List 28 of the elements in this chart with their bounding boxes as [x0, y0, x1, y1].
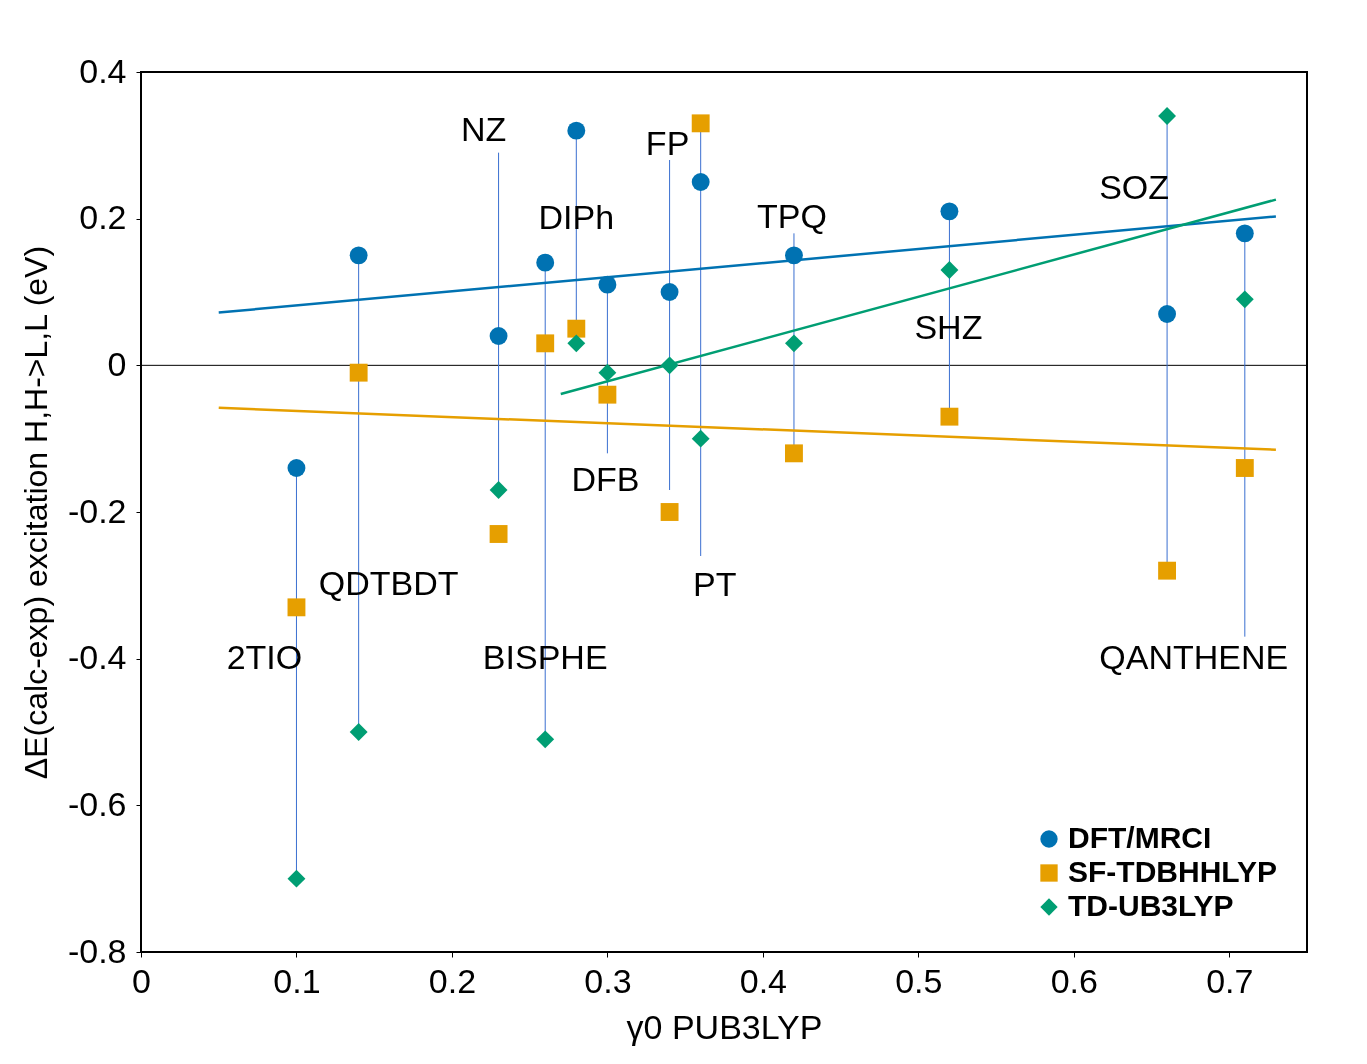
x-tick-label: 0	[132, 961, 151, 1000]
annotation: PT	[692, 565, 737, 603]
y-tick-label: -0.2	[67, 491, 127, 530]
legend-label: TD-UB3LYP	[1068, 889, 1234, 922]
annotation: NZ	[460, 109, 507, 148]
y-tick-label: 0	[107, 344, 127, 383]
annotation: TPQ	[757, 197, 827, 236]
legend-label: SF-TDBHHLYP	[1068, 855, 1277, 888]
annotation: DFB	[571, 460, 640, 499]
x-tick-label: 0.7	[1206, 961, 1254, 1000]
y-tick-label: -0.8	[67, 931, 127, 970]
x-tick-label: 0.1	[273, 961, 321, 1000]
x-tick-label: 0.4	[739, 961, 787, 1000]
y-tick-label: 0.2	[79, 198, 127, 237]
y-tick-label: -0.4	[67, 638, 127, 677]
y-axis-title: ΔE(calc-exp) excitation H,H->L,L (eV)	[17, 245, 54, 780]
x-tick-label: 0.5	[895, 961, 943, 1000]
y-tick-label: 0.4	[79, 51, 127, 90]
x-tick-label: 0.6	[1050, 961, 1098, 1000]
annotation: FP	[645, 124, 690, 162]
x-tick-label: 0.3	[584, 961, 632, 1000]
annotation: SOZ	[1099, 168, 1170, 207]
annotation: QANTHENE	[1099, 637, 1289, 676]
legend-label: DFT/MRCI	[1068, 821, 1212, 854]
y-tick-label: -0.6	[67, 784, 127, 823]
x-axis-title: γ0 PUB3LYP	[626, 1007, 823, 1046]
annotation: BISPHE	[482, 637, 608, 676]
x-tick-label: 0.2	[428, 961, 477, 1000]
